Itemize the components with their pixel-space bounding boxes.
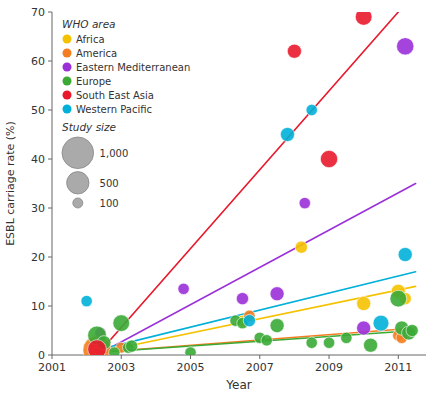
legend-size-marker	[67, 172, 89, 194]
legend-marker	[63, 77, 72, 86]
y-tick-label: 10	[31, 300, 45, 313]
x-tick-label: 2001	[38, 361, 66, 374]
x-tick	[259, 355, 260, 359]
y-tick	[48, 159, 52, 160]
bubble	[113, 315, 130, 332]
y-tick-label: 40	[31, 153, 45, 166]
bubble	[270, 319, 284, 333]
legend-label: 1,000	[100, 148, 129, 159]
legend-marker	[63, 105, 72, 114]
y-axis-label: ESBL carriage rate (%)	[4, 121, 17, 246]
bubble	[185, 347, 196, 355]
series-points	[91, 241, 411, 346]
bubble	[88, 340, 107, 355]
legend-label: America	[76, 48, 117, 59]
bubble	[355, 12, 372, 25]
legend-label: Europe	[76, 76, 111, 87]
y-tick-label: 0	[38, 349, 45, 362]
series-points	[95, 38, 414, 339]
y-tick	[48, 110, 52, 111]
bubble	[270, 287, 284, 301]
legend-label: 100	[100, 198, 119, 209]
bubble	[397, 38, 414, 55]
x-tick-label: 2003	[107, 361, 135, 374]
bubble	[178, 283, 189, 294]
y-tick	[48, 306, 52, 307]
bubble	[295, 241, 307, 253]
legend-marker	[63, 35, 72, 44]
bubble	[341, 332, 352, 343]
series-points	[81, 104, 412, 331]
legend-size-marker	[62, 137, 94, 169]
x-tick-label: 2011	[384, 361, 412, 374]
x-tick-label: 2007	[246, 361, 274, 374]
x-tick	[121, 355, 122, 359]
bubble	[126, 340, 138, 352]
legend-marker	[63, 91, 72, 100]
y-tick-label: 30	[31, 202, 45, 215]
bubble	[299, 197, 310, 208]
trend-line	[97, 184, 416, 356]
bubble	[320, 150, 337, 167]
x-tick	[329, 355, 330, 359]
x-tick	[52, 355, 53, 359]
series-points	[83, 310, 408, 355]
legend-title: WHO area	[62, 18, 116, 30]
bubble	[323, 337, 334, 348]
legend-marker	[63, 49, 72, 58]
legend-marker	[63, 63, 72, 72]
bubble	[287, 44, 301, 58]
bubble	[364, 338, 378, 352]
bubble	[357, 321, 371, 335]
legend: WHO area Africa America Eastern Mediterrane…	[62, 18, 190, 209]
y-tick	[48, 12, 52, 13]
trend-line	[97, 272, 416, 350]
y-tick	[48, 208, 52, 209]
legend-label: South East Asia	[76, 90, 154, 101]
bubble	[306, 104, 317, 115]
bubble	[306, 337, 317, 348]
chart: 2001 2003 2005 2007 2009 2011 0 10 20 30 40 50 60 70 Y…	[0, 0, 440, 397]
bubble	[243, 315, 255, 327]
x-tick-label: 2005	[177, 361, 205, 374]
axes: 2001 2003 2005 2007 2009 2011 0 10 20 30 40 50 60 70	[31, 6, 426, 374]
legend-label: Eastern Mediterranean	[76, 62, 190, 73]
bubble	[373, 315, 389, 331]
bubble	[280, 127, 294, 141]
trend-line	[97, 286, 416, 352]
y-tick-label: 20	[31, 251, 45, 264]
legend-label: Western Pacific	[76, 104, 152, 115]
y-tick-label: 60	[31, 55, 45, 68]
y-tick	[48, 257, 52, 258]
bubble	[261, 335, 272, 346]
bubble	[236, 293, 248, 305]
bubble	[390, 290, 407, 307]
legend-title: Study size	[62, 121, 116, 133]
y-tick-label: 70	[31, 6, 45, 19]
bubble	[398, 247, 412, 261]
x-tick-label: 2009	[315, 361, 343, 374]
legend-label: Africa	[76, 34, 105, 45]
bubble	[406, 324, 418, 336]
bubble	[109, 347, 120, 355]
y-tick-label: 50	[31, 104, 45, 117]
legend-label: 500	[100, 178, 119, 189]
x-tick	[398, 355, 399, 359]
y-tick	[48, 355, 52, 356]
bubble	[357, 296, 371, 310]
series-points	[88, 290, 419, 355]
bubble	[81, 295, 92, 306]
x-tick	[190, 355, 191, 359]
x-axis-label: Year	[225, 378, 251, 392]
y-axis-line	[52, 12, 53, 355]
y-tick	[48, 61, 52, 62]
legend-size-marker	[73, 198, 83, 208]
